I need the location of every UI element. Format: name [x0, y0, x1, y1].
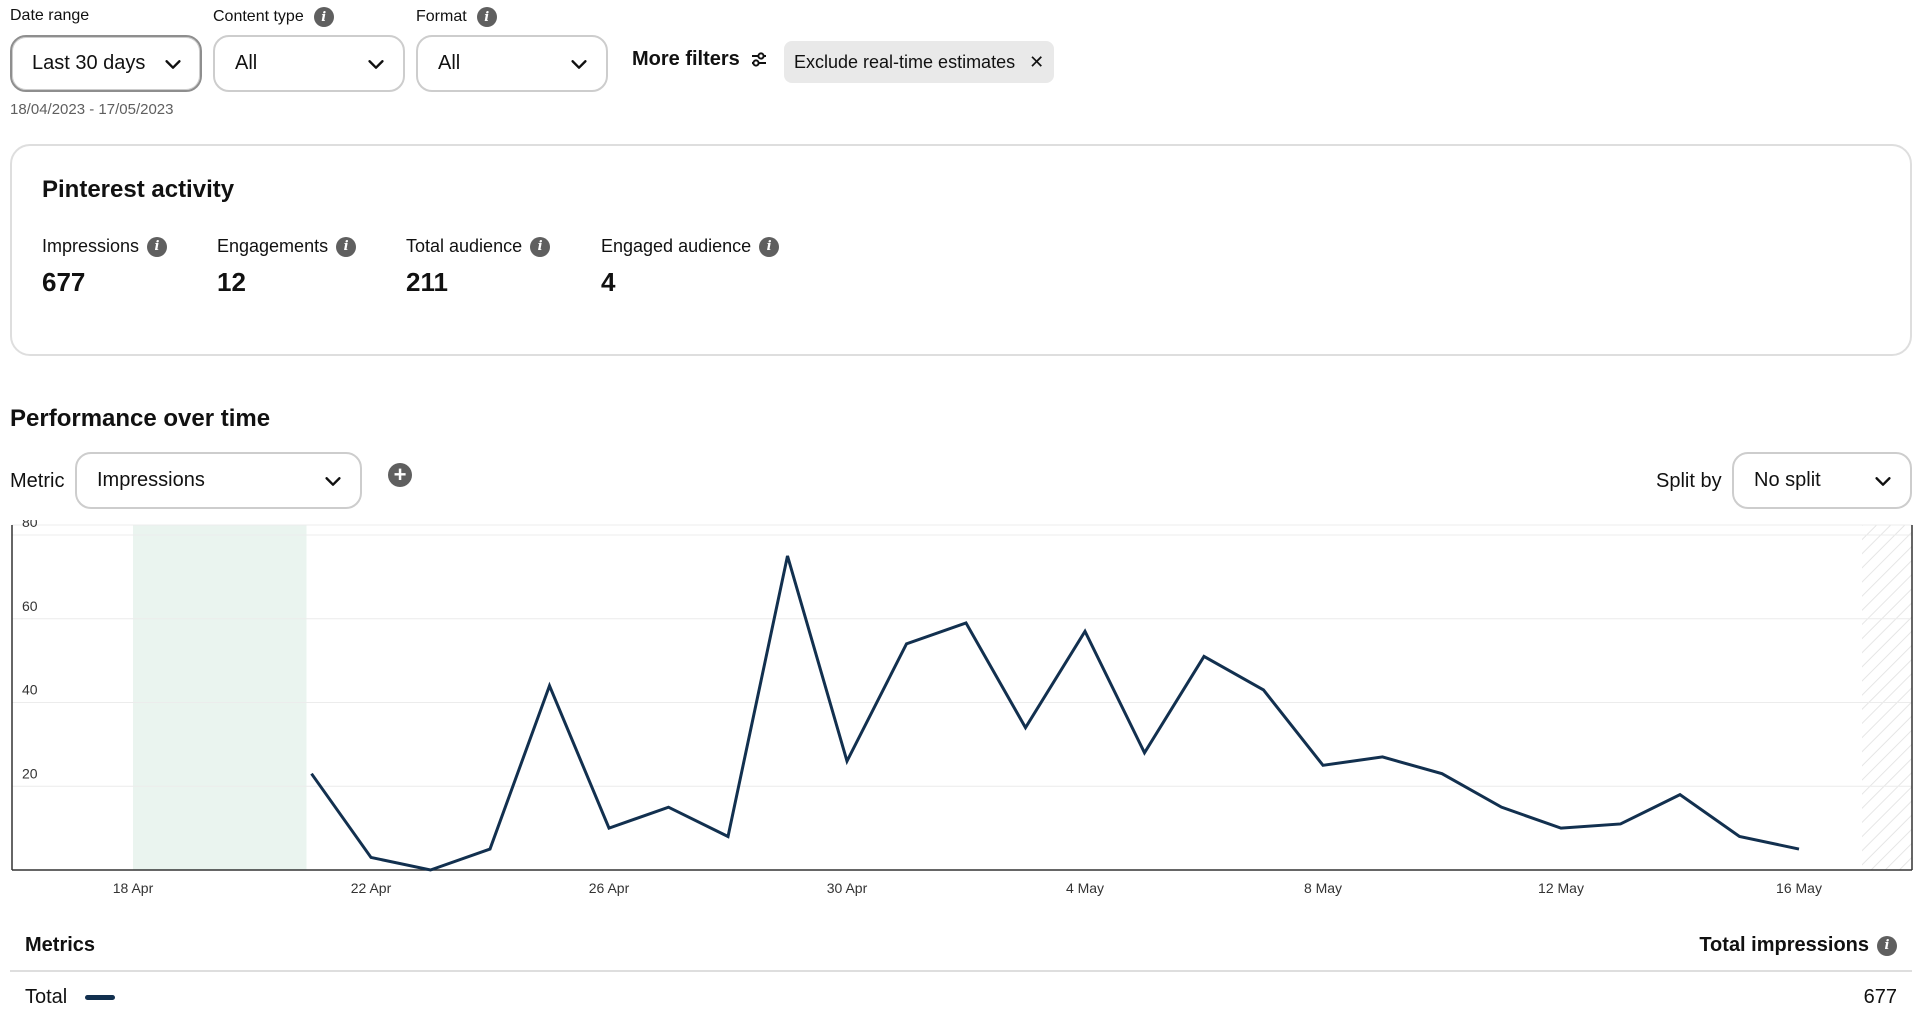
stat-engagements: Engagements i 12: [217, 236, 357, 298]
estimate-region: [1862, 525, 1912, 870]
add-metric-button[interactable]: +: [388, 463, 412, 487]
chevron-down-icon: [368, 59, 384, 69]
sliders-icon: [751, 51, 766, 67]
chevron-down-icon: [571, 59, 587, 69]
stat-value: 677: [42, 267, 86, 297]
content-type-select[interactable]: All: [213, 35, 405, 92]
x-tick-label: 22 Apr: [351, 880, 392, 896]
info-icon[interactable]: i: [530, 236, 551, 257]
format-value: All: [438, 52, 461, 74]
table-divider: [10, 970, 1912, 972]
date-range-label: Date range: [10, 7, 90, 24]
stat-total-audience: Total audience i 211: [406, 236, 551, 298]
x-tick-label: 8 May: [1304, 880, 1342, 896]
x-tick-label: 4 May: [1066, 880, 1104, 896]
more-filters-button[interactable]: More filters: [632, 48, 768, 71]
impressions-line-chart: 20 40 60 80 18 Apr 22 Apr 26 Apr 30 Apr 4 May 8 …: [11, 520, 1913, 896]
metric-label: Metric: [10, 470, 65, 492]
chevron-down-icon: [165, 59, 181, 69]
x-tick-label: 18 Apr: [113, 880, 154, 896]
stat-value: 4: [601, 267, 616, 297]
x-tick-label: 30 Apr: [827, 880, 868, 896]
stat-value: 12: [217, 267, 246, 297]
y-tick-label: 20: [22, 765, 38, 781]
total-impressions-header: Total impressions i: [1699, 934, 1897, 957]
legend-line: [85, 995, 116, 1000]
table-row-value: 677: [1863, 986, 1897, 1008]
stat-engaged-audience: Engaged audience i 4: [601, 236, 780, 298]
info-icon[interactable]: i: [313, 7, 334, 27]
date-range-subtitle: 18/04/2023 - 17/05/2023: [10, 101, 174, 118]
metric-value: Impressions: [97, 469, 205, 491]
pinterest-activity-card: Pinterest activity Impressions i 677 Enga…: [10, 144, 1912, 356]
chevron-down-icon: [1875, 476, 1891, 486]
table-row: Total: [25, 986, 116, 1009]
content-type-label: Content type i: [213, 7, 334, 27]
y-tick-label: 60: [22, 598, 38, 614]
metric-select[interactable]: Impressions: [75, 452, 362, 509]
info-icon[interactable]: i: [336, 236, 357, 257]
exclude-estimates-chip: Exclude real-time estimates ✕: [784, 41, 1055, 83]
card-title: Pinterest activity: [42, 176, 235, 203]
x-tick-label: 12 May: [1538, 880, 1584, 896]
stat-impressions: Impressions i 677: [42, 236, 168, 298]
split-by-value: No split: [1754, 469, 1821, 491]
metrics-header: Metrics: [25, 934, 96, 956]
series-line: [310, 555, 1800, 872]
info-icon[interactable]: i: [147, 236, 168, 257]
chevron-down-icon: [325, 476, 341, 486]
performance-title: Performance over time: [10, 405, 271, 432]
x-tick-label: 16 May: [1776, 880, 1822, 896]
stat-value: 211: [406, 267, 448, 297]
content-type-value: All: [235, 52, 258, 74]
split-by-label: Split by: [1656, 470, 1722, 492]
date-range-select[interactable]: Last 30 days: [10, 35, 202, 92]
y-tick-label: 40: [22, 682, 38, 698]
date-range-value: Last 30 days: [32, 52, 146, 74]
info-icon[interactable]: i: [1877, 935, 1897, 956]
info-icon[interactable]: i: [759, 236, 780, 257]
x-tick-label: 26 Apr: [589, 880, 630, 896]
info-icon[interactable]: i: [476, 7, 497, 27]
y-tick-label: 80: [22, 520, 38, 530]
format-select[interactable]: All: [416, 35, 608, 92]
close-icon[interactable]: ✕: [1029, 51, 1045, 72]
format-label: Format i: [416, 7, 497, 27]
split-by-select[interactable]: No split: [1732, 452, 1912, 509]
highlight-region: [133, 525, 307, 870]
